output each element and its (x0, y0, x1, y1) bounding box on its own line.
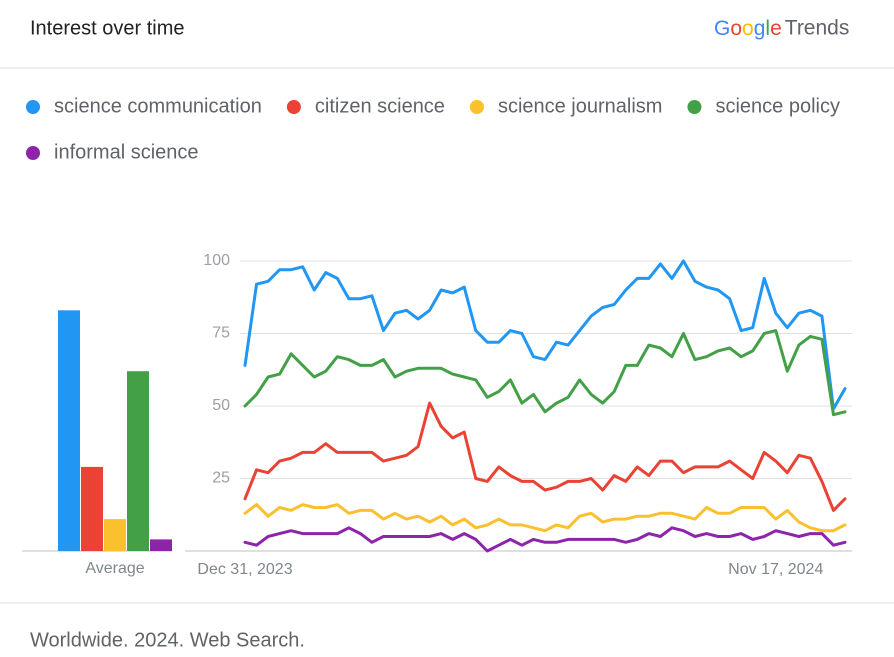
y-tick-label: 25 (212, 470, 230, 487)
average-bar (81, 466, 103, 551)
brand-logo: Google (714, 17, 782, 40)
average-bar (58, 310, 80, 551)
series-line (243, 259, 847, 411)
average-bar (150, 539, 172, 551)
series-line (243, 329, 847, 417)
footer-text: Worldwide. 2024. Web Search. (30, 629, 305, 651)
legend-label: science communication (54, 95, 262, 117)
series-line (243, 526, 847, 553)
x-tick-label: Nov 17, 2024 (728, 561, 823, 578)
legend-label: informal science (54, 141, 199, 163)
brand-suffix: Trends (785, 17, 850, 40)
legend-marker (26, 146, 40, 160)
average-bar (127, 371, 149, 551)
x-tick-label: Average (85, 560, 144, 577)
y-tick-label: 75 (212, 325, 230, 342)
legend-marker (286, 100, 301, 114)
legend-label: science policy (715, 95, 840, 117)
chart-title: Interest over time (30, 17, 185, 39)
legend-label: citizen science (315, 95, 445, 117)
legend-marker (26, 100, 40, 114)
legend-label: science journalism (498, 95, 663, 117)
legend: science communication citizen science scie… (26, 95, 840, 163)
series-line (243, 503, 847, 533)
legend-marker (687, 100, 702, 114)
series-line (243, 401, 847, 512)
legend-marker (469, 100, 484, 114)
x-tick-label: Dec 31, 2023 (197, 561, 292, 578)
plot: Average 25 50 75 100 Dec 31, 2023 Nov 17, 2024 (22, 252, 852, 578)
y-tick-label: 50 (212, 397, 230, 414)
y-tick-label: 100 (203, 252, 230, 269)
average-bar (104, 519, 126, 551)
